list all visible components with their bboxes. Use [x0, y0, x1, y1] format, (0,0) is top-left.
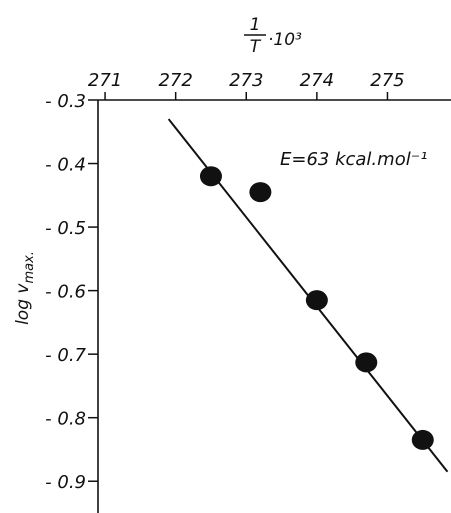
data-point	[355, 352, 378, 373]
data-point	[305, 290, 328, 311]
y-tick-label: - 0.4	[45, 155, 86, 176]
x-title-numerator: 1	[250, 15, 261, 35]
x-tick-label: 274	[300, 70, 334, 91]
y-tick-label: - 0.5	[45, 218, 86, 239]
y-tick-label: - 0.6	[45, 282, 86, 303]
y-tick-label: - 0.3	[45, 91, 86, 112]
data-points	[199, 166, 434, 450]
x-tick-label: 273	[229, 70, 263, 91]
y-title-subscript: max.	[22, 251, 37, 283]
data-point	[411, 429, 434, 450]
x-ticks: 271 272 273 274 275	[88, 70, 405, 100]
data-point	[199, 166, 222, 187]
x-tick-label: 271	[88, 70, 122, 91]
y-tick-label: - 0.9	[45, 472, 86, 493]
x-title-denominator: T	[250, 37, 262, 57]
x-axis-title: 1 T ·10³	[244, 15, 302, 57]
x-tick-label: 275	[370, 70, 404, 91]
y-tick-label: - 0.7	[45, 345, 86, 366]
data-point	[249, 182, 272, 203]
x-tick-label: 272	[158, 70, 192, 91]
y-ticks: - 0.3 - 0.4 - 0.5 - 0.6 - 0.7 - 0.8 - 0.9	[45, 91, 98, 493]
activation-energy-annotation: E=63 kcal.mol⁻¹	[280, 149, 427, 170]
x-title-suffix: ·10³	[268, 30, 302, 50]
y-axis-title: log vmax.	[13, 251, 37, 325]
y-title-main: log v	[13, 283, 33, 325]
y-tick-label: - 0.8	[45, 409, 86, 430]
